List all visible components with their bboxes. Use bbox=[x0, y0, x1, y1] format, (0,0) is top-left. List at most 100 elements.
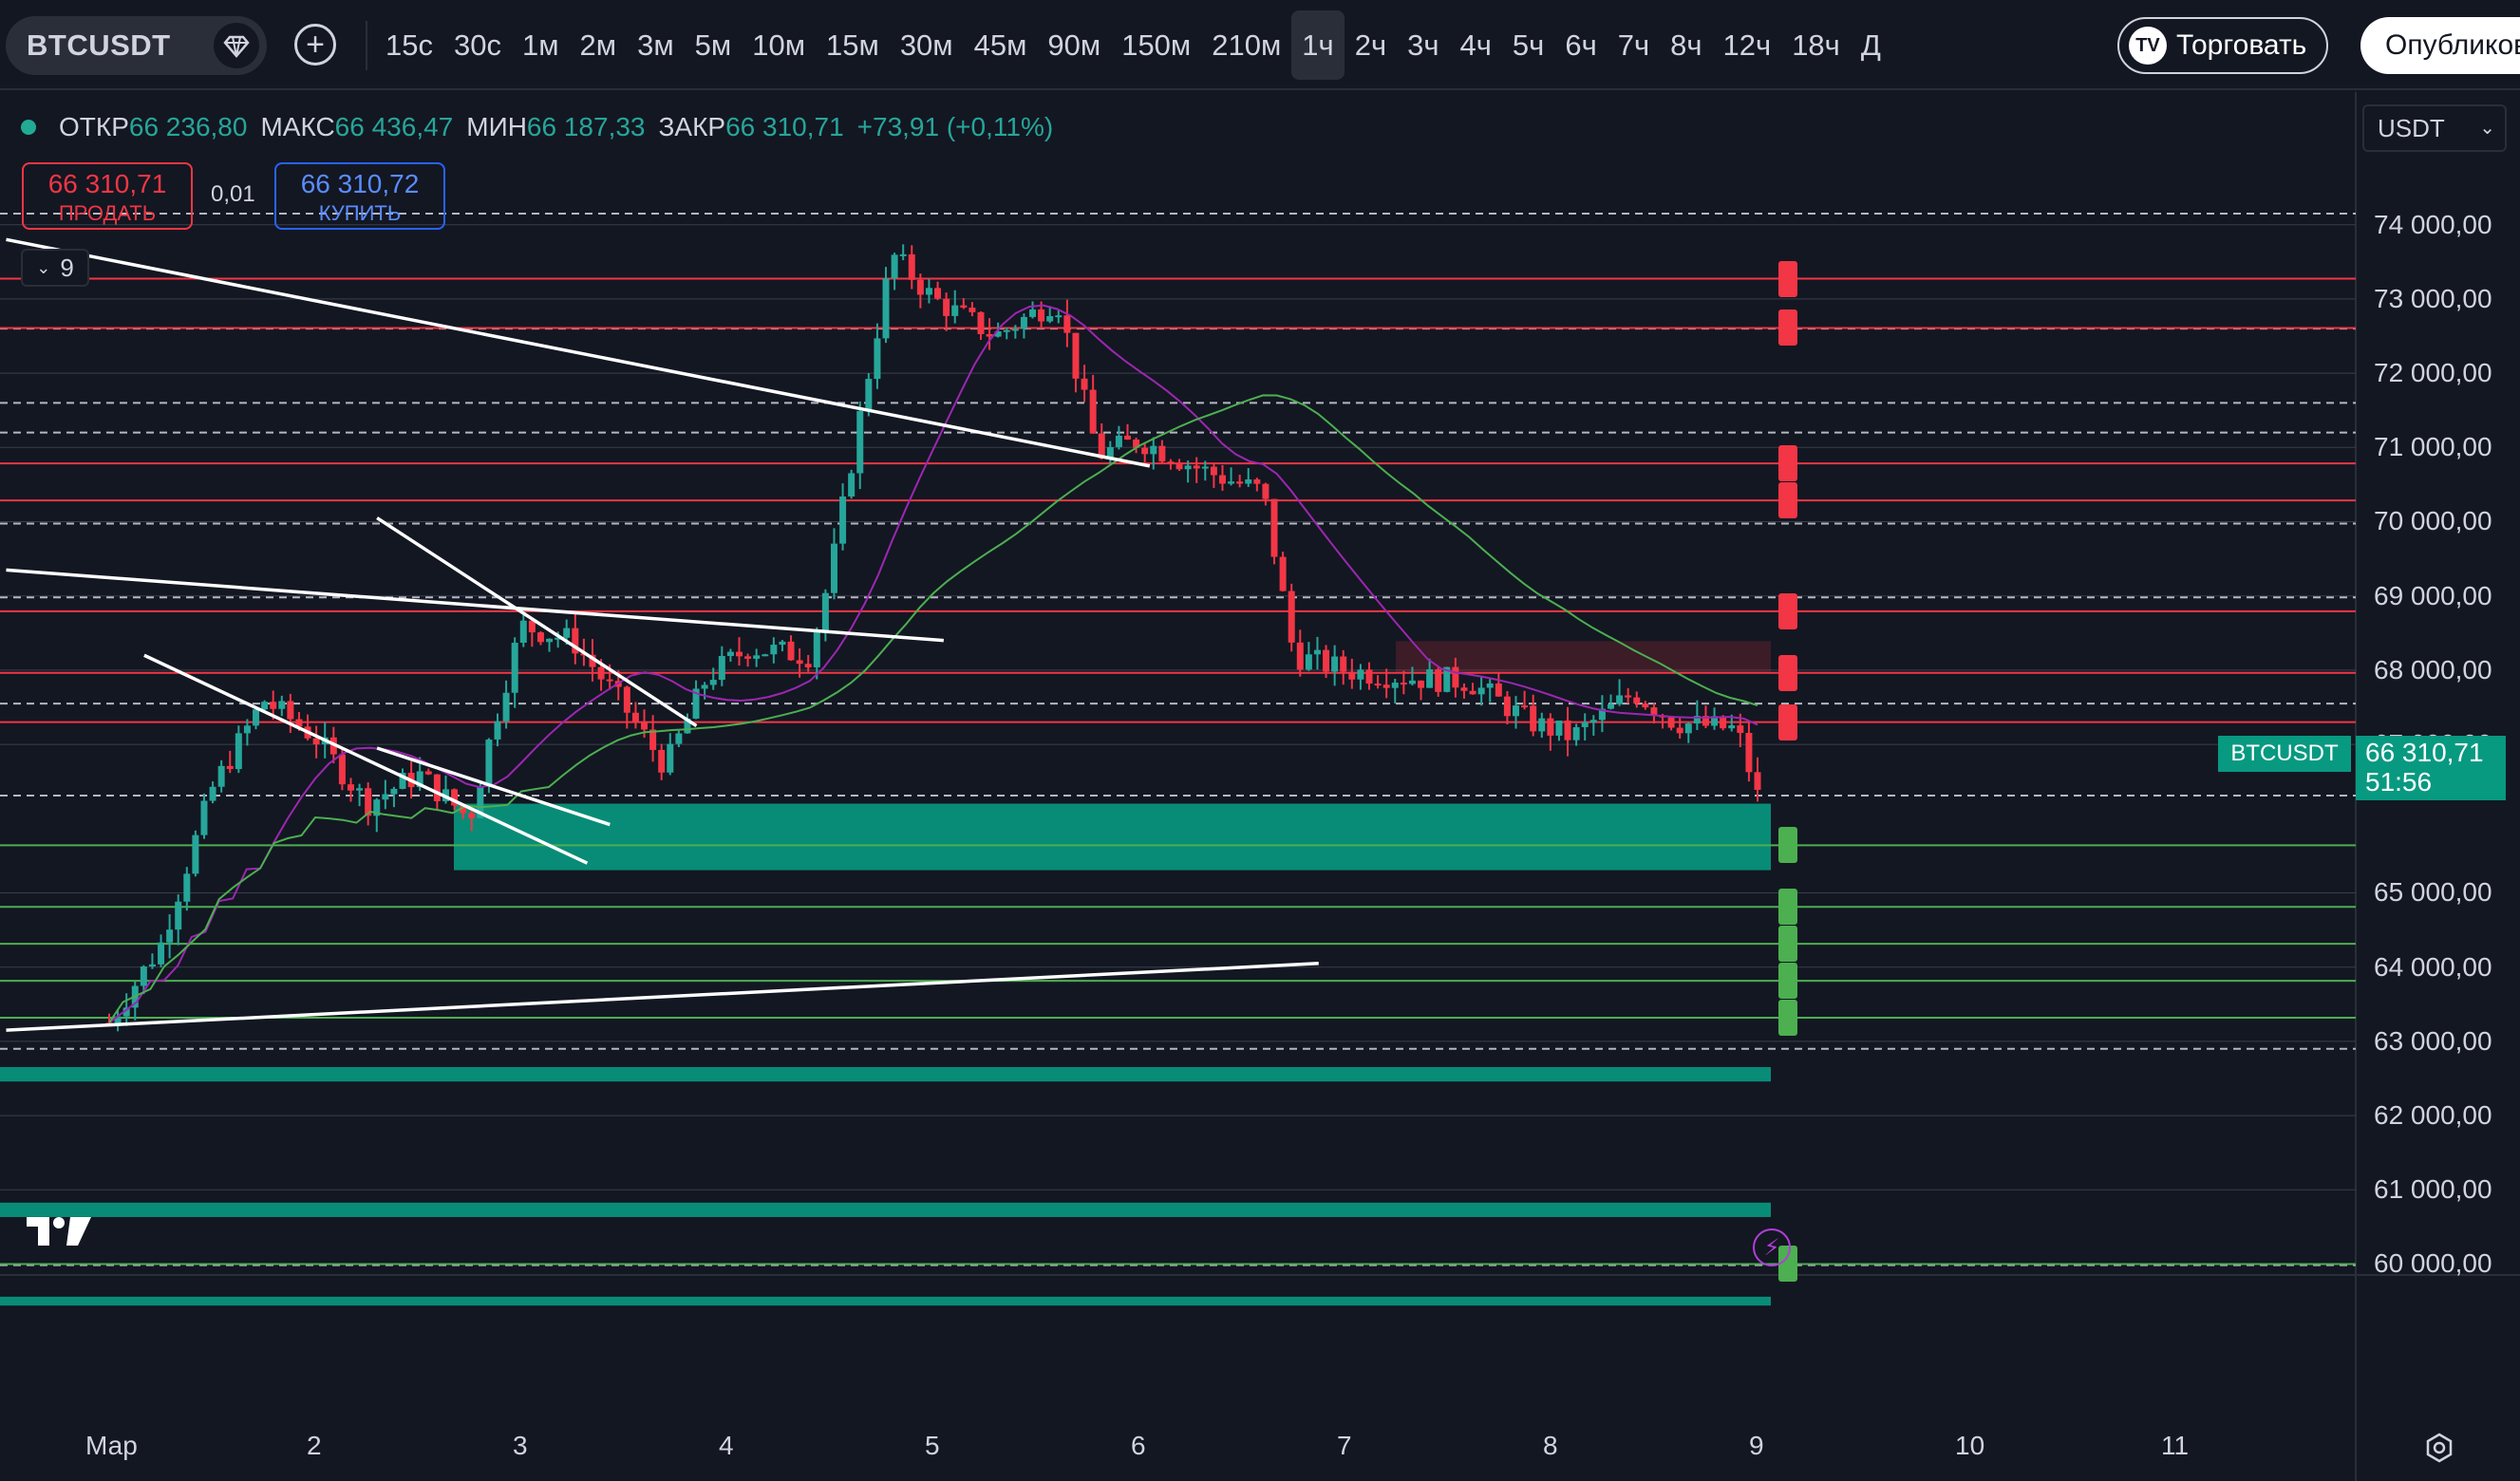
interval-tab[interactable]: 7ч bbox=[1617, 28, 1650, 62]
candle-body bbox=[1633, 697, 1641, 704]
interval-tab[interactable]: 90м bbox=[1047, 28, 1101, 62]
candle-body bbox=[1435, 669, 1442, 692]
candle-body bbox=[848, 473, 856, 497]
candle-body bbox=[1702, 716, 1709, 726]
trade-label: Торговать bbox=[2176, 29, 2307, 61]
price-axis-label: 70 000,00 bbox=[2374, 506, 2492, 536]
candle-body bbox=[813, 630, 820, 667]
price-axis-label: 72 000,00 bbox=[2374, 358, 2492, 388]
low-value: 66 187,33 bbox=[526, 112, 646, 141]
lightning-icon[interactable]: ⚡ bbox=[1753, 1228, 1791, 1266]
candle-body bbox=[192, 834, 199, 874]
symbol-search-button[interactable]: BTCUSDT bbox=[6, 16, 267, 75]
candle-body bbox=[312, 738, 320, 745]
interval-tab[interactable]: 8ч bbox=[1670, 28, 1702, 62]
candle-body bbox=[744, 656, 752, 659]
candle-body bbox=[1011, 328, 1019, 331]
interval-tabs: 15с 30с 1м 2м 3м 5м 10м 15м 30м 45м 90м 150м 210м 1ч 2… bbox=[375, 9, 1891, 81]
change-value: +73,91 (+0,11%) bbox=[856, 112, 1054, 141]
resistance-level-tag[interactable] bbox=[1778, 654, 1797, 691]
settings-icon[interactable] bbox=[2423, 1432, 2455, 1469]
support-level-tag[interactable] bbox=[1778, 889, 1797, 926]
candle-body bbox=[701, 684, 708, 689]
support-level-tag[interactable] bbox=[1778, 827, 1797, 864]
resistance-level-tag[interactable] bbox=[1778, 309, 1797, 347]
candle-body bbox=[925, 288, 932, 295]
interval-tab[interactable]: 18ч bbox=[1792, 28, 1840, 62]
indicators-count: 9 bbox=[60, 253, 74, 282]
candle-body bbox=[1098, 433, 1105, 459]
price-axis-label: 69 000,00 bbox=[2374, 580, 2492, 610]
diamond-icon[interactable] bbox=[214, 23, 259, 68]
candle-body bbox=[934, 288, 942, 299]
candle-body bbox=[977, 311, 985, 334]
candle-body bbox=[1253, 478, 1261, 484]
interval-tab[interactable]: Д bbox=[1860, 28, 1881, 62]
interval-tab[interactable]: 10м bbox=[752, 28, 806, 62]
chart-canvas[interactable] bbox=[0, 92, 2520, 1481]
interval-tab[interactable]: 12ч bbox=[1722, 28, 1772, 62]
candle-body bbox=[1262, 483, 1269, 499]
sell-label: ПРОДАТЬ bbox=[58, 201, 157, 225]
interval-tab[interactable]: 15с bbox=[386, 28, 433, 62]
interval-tab[interactable]: 3ч bbox=[1407, 28, 1439, 62]
candle-body bbox=[347, 784, 354, 791]
price-axis-label: 74 000,00 bbox=[2374, 209, 2492, 239]
close-value: 66 310,71 bbox=[725, 112, 844, 141]
interval-tab[interactable]: 5ч bbox=[1512, 28, 1545, 62]
sell-button[interactable]: 66 310,71 ПРОДАТЬ bbox=[22, 162, 193, 230]
interval-tab[interactable]: 45м bbox=[973, 28, 1027, 62]
interval-tab[interactable]: 1м bbox=[521, 28, 559, 62]
candle-body bbox=[546, 638, 554, 643]
interval-tab[interactable]: 5м bbox=[694, 28, 732, 62]
indicators-toggle-button[interactable]: ⌄ 9 bbox=[21, 249, 89, 287]
candle-body bbox=[589, 654, 596, 667]
resistance-level-tag[interactable] bbox=[1778, 703, 1797, 740]
tradingview-logo[interactable] bbox=[25, 1211, 95, 1254]
buy-button[interactable]: 66 310,72 КУПИТЬ bbox=[274, 162, 445, 230]
chart-area[interactable] bbox=[0, 92, 2520, 1481]
price-axis-label: 73 000,00 bbox=[2374, 283, 2492, 313]
interval-tab[interactable]: 3м bbox=[637, 28, 674, 62]
candle-body bbox=[1115, 435, 1122, 447]
candle-body bbox=[1331, 656, 1339, 672]
resistance-level-tag[interactable] bbox=[1778, 482, 1797, 519]
candle-body bbox=[1555, 721, 1563, 736]
candle-body bbox=[217, 765, 225, 787]
support-level-tag[interactable] bbox=[1778, 963, 1797, 1000]
interval-tab[interactable]: 1ч bbox=[1291, 10, 1345, 80]
current-price-tag: 66 310,71 51:56 bbox=[2356, 736, 2506, 800]
candle-body bbox=[1218, 475, 1226, 484]
trade-button[interactable]: TV Торговать bbox=[2117, 17, 2328, 74]
interval-tab[interactable]: 4ч bbox=[1459, 28, 1492, 62]
interval-tab[interactable]: 6ч bbox=[1565, 28, 1597, 62]
candle-body bbox=[865, 379, 873, 411]
high-label: МАКС bbox=[260, 112, 335, 141]
support-level-tag[interactable] bbox=[1778, 1000, 1797, 1036]
interval-tab[interactable]: 210м bbox=[1212, 28, 1282, 62]
interval-tab[interactable]: 2м bbox=[579, 28, 617, 62]
interval-tab[interactable]: 2ч bbox=[1354, 28, 1387, 62]
tradingview-icon: TV bbox=[2129, 27, 2167, 65]
candle-body bbox=[804, 664, 812, 667]
demand-zone bbox=[454, 803, 1771, 871]
resistance-level-tag[interactable] bbox=[1778, 260, 1797, 297]
publish-button[interactable]: Опубликовать bbox=[2360, 17, 2520, 74]
interval-tab[interactable]: 30с bbox=[453, 28, 501, 62]
candle-body bbox=[830, 543, 837, 593]
support-level-tag[interactable] bbox=[1778, 926, 1797, 963]
candle-body bbox=[1400, 683, 1407, 685]
interval-tab[interactable]: 30м bbox=[899, 28, 953, 62]
interval-tab[interactable]: 15м bbox=[826, 28, 879, 62]
candle-body bbox=[1003, 329, 1010, 332]
candle-body bbox=[1572, 726, 1580, 740]
currency-select[interactable]: USDT ⌄ bbox=[2362, 104, 2507, 152]
add-symbol-button[interactable]: + bbox=[294, 24, 336, 66]
sell-price: 66 310,71 bbox=[47, 169, 167, 198]
resistance-level-tag[interactable] bbox=[1778, 592, 1797, 629]
candle-body bbox=[623, 686, 630, 713]
candle-body bbox=[770, 645, 778, 655]
price-axis-label: 63 000,00 bbox=[2374, 1025, 2492, 1056]
resistance-level-tag[interactable] bbox=[1778, 445, 1797, 482]
interval-tab[interactable]: 150м bbox=[1121, 28, 1192, 62]
